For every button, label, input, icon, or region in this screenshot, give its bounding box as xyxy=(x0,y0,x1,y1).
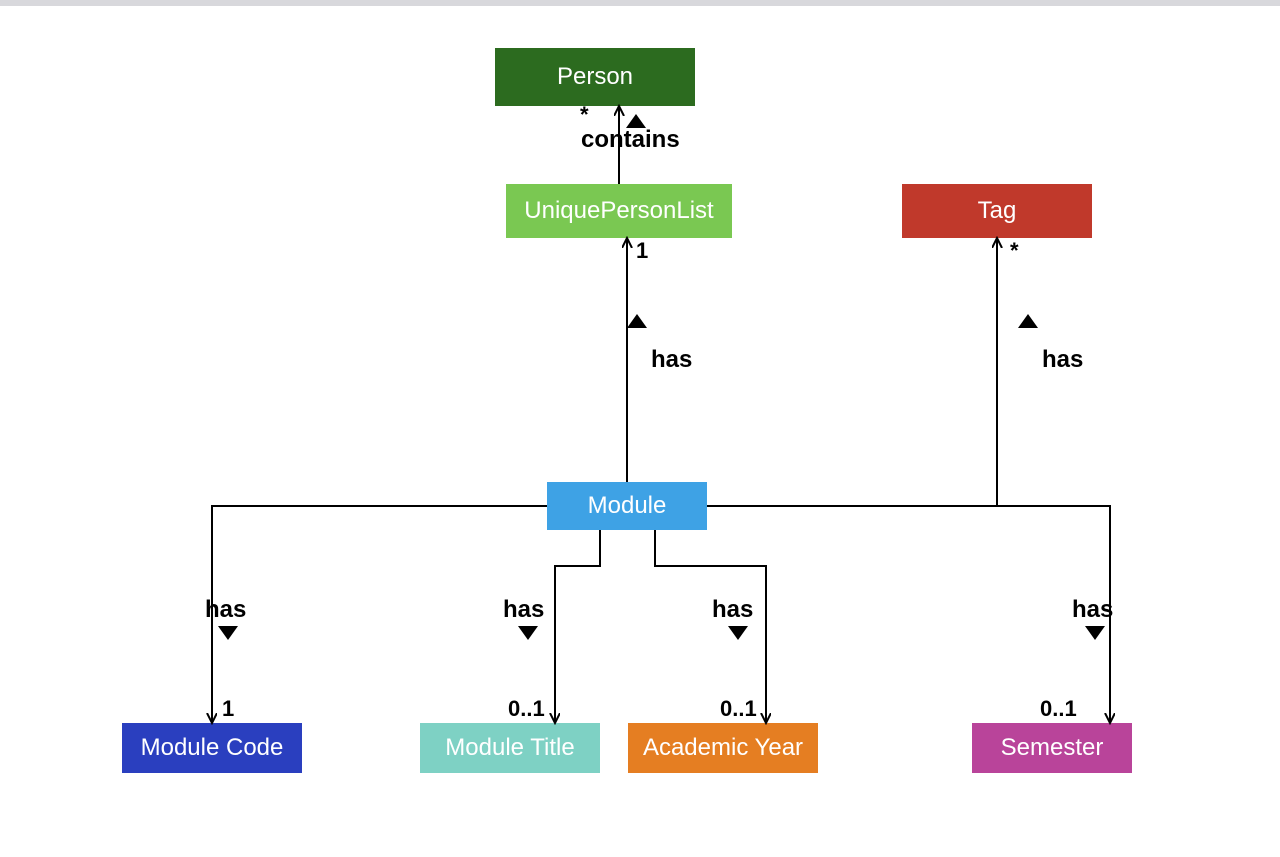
edge-mult-person: * xyxy=(580,102,589,128)
edge-mult-tag: * xyxy=(1010,238,1019,264)
edge-label-has-sem: has xyxy=(1072,596,1113,624)
node-module-title: Module Title xyxy=(420,723,600,773)
node-unique-person-list: UniquePersonList xyxy=(506,184,732,238)
edge-label-has-title: has xyxy=(503,596,544,624)
edge-mult-text: 0..1 xyxy=(1040,696,1077,721)
edge-label-has-code: has xyxy=(205,596,246,624)
edge-label-text: has xyxy=(651,346,692,373)
node-module-code: Module Code xyxy=(122,723,302,773)
edge-mult-text: 1 xyxy=(222,696,234,721)
edge-mult-sem: 0..1 xyxy=(1040,696,1077,722)
edge-label-text: has xyxy=(503,596,544,623)
edge-mult-upl: 1 xyxy=(636,238,648,264)
node-label: UniquePersonList xyxy=(524,197,713,225)
edge-label-text: contains xyxy=(581,126,680,153)
diagram-canvas: Person UniquePersonList Tag Module Modul… xyxy=(0,6,1280,857)
node-label: Module Title xyxy=(445,734,574,762)
node-tag: Tag xyxy=(902,184,1092,238)
edge-label-text: has xyxy=(712,596,753,623)
edge-label-text: has xyxy=(205,596,246,623)
edge-mult-text: * xyxy=(580,102,589,127)
edge-mult-code: 1 xyxy=(222,696,234,722)
node-label: Person xyxy=(557,63,633,91)
node-label: Module xyxy=(588,492,667,520)
edge-label-contains: contains xyxy=(581,126,680,154)
edge-mult-text: 0..1 xyxy=(720,696,757,721)
node-academic-year: Academic Year xyxy=(628,723,818,773)
edge-label-has-upl: has xyxy=(651,346,692,374)
edge-mult-year: 0..1 xyxy=(720,696,757,722)
edge-mult-title: 0..1 xyxy=(508,696,545,722)
edge-label-has-tag: has xyxy=(1042,346,1083,374)
edge-label-text: has xyxy=(1042,346,1083,373)
node-label: Academic Year xyxy=(643,734,803,762)
edge-label-text: has xyxy=(1072,596,1113,623)
edge-mult-text: 1 xyxy=(636,238,648,263)
edge-label-has-year: has xyxy=(712,596,753,624)
node-label: Semester xyxy=(1001,734,1104,762)
node-label: Module Code xyxy=(141,734,284,762)
edge-mult-text: * xyxy=(1010,238,1019,263)
edge-mult-text: 0..1 xyxy=(508,696,545,721)
node-module: Module xyxy=(547,482,707,530)
node-person: Person xyxy=(495,48,695,106)
node-label: Tag xyxy=(978,197,1017,225)
node-semester: Semester xyxy=(972,723,1132,773)
